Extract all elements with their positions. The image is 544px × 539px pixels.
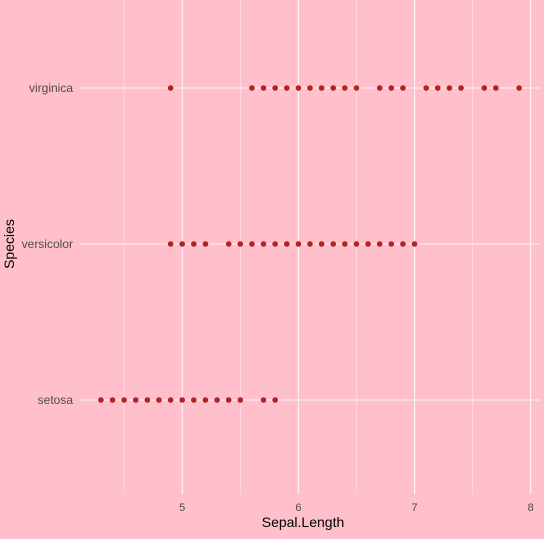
data-point-setosa [109,397,116,403]
data-point-virginica [376,85,383,91]
data-point-setosa [156,397,162,403]
y-tick-label: versicolor [22,237,73,251]
data-point-virginica [458,85,464,91]
data-point-virginica [493,85,499,91]
data-point-setosa [132,397,139,403]
data-point-versicolor [202,241,209,247]
data-point-setosa [121,397,127,403]
y-tick-label: setosa [38,393,74,407]
data-point-setosa [272,397,278,403]
data-point-virginica [353,85,360,91]
data-point-virginica [400,85,406,91]
data-point-versicolor [249,241,255,247]
y-axis-title: Species [1,219,17,269]
data-point-virginica [342,85,348,91]
data-point-versicolor [272,241,278,247]
data-point-versicolor [237,241,244,247]
data-point-versicolor [307,241,313,247]
data-point-virginica [330,85,337,91]
data-point-setosa [144,397,151,403]
data-point-versicolor [260,241,267,247]
data-point-versicolor [388,241,395,247]
data-points [98,85,522,403]
data-point-setosa [202,397,209,403]
grid-lines [80,0,540,494]
data-point-versicolor [191,241,197,247]
data-point-virginica [295,85,302,91]
data-point-virginica [283,85,290,91]
data-point-versicolor [225,241,232,247]
x-tick-label: 8 [528,502,534,514]
data-point-versicolor [318,241,325,247]
data-point-versicolor [342,241,348,247]
data-point-virginica [388,85,395,91]
x-axis-title: Sepal.Length [262,514,345,530]
data-point-versicolor [365,241,371,247]
x-tick-label: 6 [295,502,301,514]
data-point-versicolor [179,241,186,247]
data-point-setosa [179,397,186,403]
data-point-virginica [272,85,278,91]
y-tick-label: virginica [29,81,73,95]
data-point-setosa [98,397,104,403]
data-point-versicolor [411,241,418,247]
data-point-virginica [260,85,267,91]
data-point-setosa [167,397,174,403]
data-point-virginica [423,85,429,91]
data-point-virginica [307,85,313,91]
data-point-versicolor [283,241,290,247]
y-tick-labels: setosa versicolor virginica [22,81,74,407]
data-point-versicolor [376,241,383,247]
data-point-versicolor [400,241,406,247]
data-point-virginica [481,85,488,91]
data-point-virginica [249,85,255,91]
data-point-versicolor [295,241,302,247]
data-point-setosa [225,397,232,403]
x-tick-label: 5 [179,502,185,514]
data-point-virginica [434,85,441,91]
data-point-versicolor [167,241,174,247]
x-tick-label: 7 [411,502,417,514]
data-point-virginica [516,85,522,91]
data-point-versicolor [353,241,360,247]
data-point-virginica [318,85,325,91]
data-point-setosa [214,397,220,403]
x-tick-labels: 5 6 7 8 [179,502,534,514]
data-point-versicolor [330,241,337,247]
data-point-virginica [167,85,174,91]
data-point-virginica [446,85,453,91]
data-point-setosa [260,397,267,403]
data-point-setosa [237,397,244,403]
data-point-setosa [191,397,197,403]
